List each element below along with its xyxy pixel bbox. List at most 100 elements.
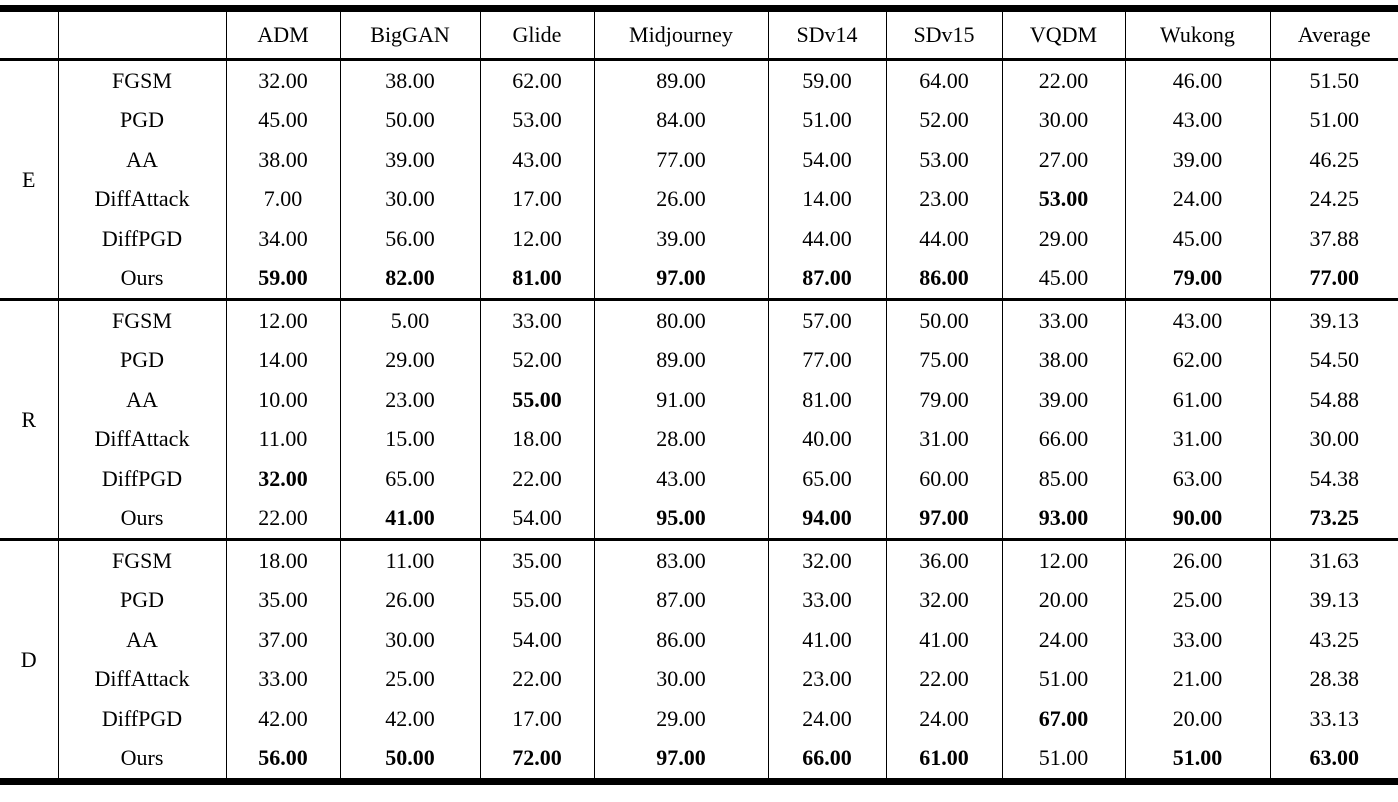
- value-cell: 30.00: [1309, 426, 1360, 452]
- value-cell: 54.38: [1309, 465, 1360, 491]
- value-cell: 33.00: [1002, 298, 1126, 341]
- value-cell: 87.00: [594, 580, 769, 620]
- table-row: Ours 59.00 82.00 81.00 97.00 87.00 86.00 45.00 7…: [0, 258, 1398, 300]
- value-cell: 55.00: [480, 380, 595, 420]
- method-label-pgd: PGD: [58, 580, 227, 620]
- value-cell: 23.00: [886, 179, 1003, 219]
- value-cell: 79.00: [1125, 258, 1271, 300]
- value-cell: 52.00: [886, 100, 1003, 140]
- value-cell: 52.00: [480, 340, 595, 380]
- value-cell: 17.00: [480, 179, 595, 219]
- value-cell: 23.00: [340, 380, 481, 420]
- value-cell: 41.00: [886, 620, 1003, 660]
- value-cell: 77.00: [1309, 265, 1360, 291]
- value-cell: 41.00: [340, 498, 481, 540]
- value-cell: 50.00: [340, 738, 481, 778]
- group-label-r: R: [0, 298, 59, 540]
- value-cell: 64.00: [886, 59, 1003, 101]
- value-cell: 90.00: [1125, 498, 1271, 540]
- table-row: DiffPGD 34.00 56.00 12.00 39.00 44.00 44.00 29.…: [0, 219, 1398, 259]
- column-header-sdv14: SDv14: [768, 12, 887, 61]
- corner-cell-group: [0, 12, 59, 61]
- value-cell: 14.00: [226, 340, 341, 380]
- value-cell: 39.00: [1125, 140, 1271, 180]
- table-body: E FGSM 32.00 38.00 62.00 89.00 59.00 64.00 22.00…: [0, 59, 1398, 778]
- value-cell: 33.00: [226, 659, 341, 699]
- method-label-aa: AA: [58, 140, 227, 180]
- value-cell: 32.00: [768, 538, 887, 581]
- value-cell: 28.00: [594, 419, 769, 459]
- value-cell: 38.00: [1002, 340, 1126, 380]
- value-cell: 31.63: [1270, 538, 1398, 581]
- value-cell: 12.00: [226, 298, 341, 341]
- value-cell: 89.00: [594, 340, 769, 380]
- value-cell: 94.00: [768, 498, 887, 540]
- value-cell: 43.00: [594, 459, 769, 499]
- value-cell: 91.00: [594, 380, 769, 420]
- method-label-diffattack: DiffAttack: [58, 659, 227, 699]
- results-table: ADM BigGAN Glide Midjourney SDv14 SDv15 VQDM Wu…: [0, 12, 1398, 778]
- value-cell: 50.00: [340, 100, 481, 140]
- corner-cell-method: [58, 12, 227, 61]
- value-cell: 24.00: [1125, 179, 1271, 219]
- column-header-midjourney: Midjourney: [594, 12, 769, 61]
- value-cell: 54.50: [1309, 347, 1360, 373]
- value-cell: 34.00: [226, 219, 341, 259]
- column-header-wukong: Wukong: [1125, 12, 1271, 61]
- value-cell: 93.00: [1002, 498, 1126, 540]
- group-label-d: D: [0, 538, 59, 778]
- value-cell: 24.00: [768, 699, 887, 739]
- value-cell: 53.00: [886, 140, 1003, 180]
- table-row: PGD 35.00 26.00 55.00 87.00 33.00 32.00 20.00 25…: [0, 580, 1398, 620]
- method-label-aa: AA: [58, 620, 227, 660]
- method-label-pgd: PGD: [58, 100, 227, 140]
- value-cell: 32.00: [886, 580, 1003, 620]
- value-cell: 40.00: [768, 419, 887, 459]
- table-row: D FGSM 18.00 11.00 35.00 83.00 32.00 36.00 12.00…: [0, 538, 1398, 778]
- value-cell: 32.00: [226, 59, 341, 101]
- value-cell: 15.00: [340, 419, 481, 459]
- method-label-diffpgd: DiffPGD: [58, 699, 227, 739]
- value-cell: 54.00: [480, 498, 595, 540]
- value-cell: 18.00: [480, 419, 595, 459]
- table-row: Ours 22.00 41.00 54.00 95.00 94.00 97.00 93.00 9…: [0, 498, 1398, 540]
- value-cell: 12.00: [1002, 538, 1126, 581]
- value-cell: 35.00: [226, 580, 341, 620]
- value-cell: 30.00: [340, 179, 481, 219]
- method-label-diffpgd: DiffPGD: [58, 219, 227, 259]
- value-cell: 66.00: [768, 738, 887, 778]
- method-label-fgsm: FGSM: [58, 298, 227, 341]
- value-cell: 43.00: [1125, 100, 1271, 140]
- value-cell: 29.00: [340, 340, 481, 380]
- value-cell: 86.00: [594, 620, 769, 660]
- header-row: ADM BigGAN Glide Midjourney SDv14 SDv15 VQDM Wu…: [0, 12, 1398, 61]
- value-cell: 11.00: [226, 419, 341, 459]
- value-cell: 43.00: [1125, 298, 1271, 341]
- value-cell: 86.00: [886, 258, 1003, 300]
- value-cell: 45.00: [1125, 219, 1271, 259]
- value-cell: 59.00: [226, 258, 341, 300]
- value-cell: 17.00: [480, 699, 595, 739]
- value-cell: 37.00: [226, 620, 341, 660]
- value-cell: 10.00: [226, 380, 341, 420]
- column-header-average: Average: [1270, 12, 1398, 61]
- value-cell: 57.00: [768, 298, 887, 341]
- value-cell: 26.00: [594, 179, 769, 219]
- value-cell: 39.00: [340, 140, 481, 180]
- value-cell: 29.00: [594, 699, 769, 739]
- method-label-aa: AA: [58, 380, 227, 420]
- value-cell: 75.00: [886, 340, 1003, 380]
- value-cell: 24.00: [1002, 620, 1126, 660]
- method-label-diffattack: DiffAttack: [58, 179, 227, 219]
- value-cell: 80.00: [594, 298, 769, 341]
- table-row: DiffAttack 7.00 30.00 17.00 26.00 14.00 23.00 5…: [0, 179, 1398, 219]
- value-cell: 35.00: [480, 538, 595, 581]
- table-row: R FGSM 12.00 5.00 33.00 80.00 57.00 50.00 33.00 4…: [0, 298, 1398, 540]
- value-cell: 65.00: [768, 459, 887, 499]
- value-cell: 95.00: [594, 498, 769, 540]
- value-cell: 97.00: [886, 498, 1003, 540]
- column-header-sdv15: SDv15: [886, 12, 1003, 61]
- value-cell: 73.25: [1309, 505, 1360, 531]
- value-cell: 65.00: [340, 459, 481, 499]
- value-cell: 24.25: [1309, 186, 1360, 212]
